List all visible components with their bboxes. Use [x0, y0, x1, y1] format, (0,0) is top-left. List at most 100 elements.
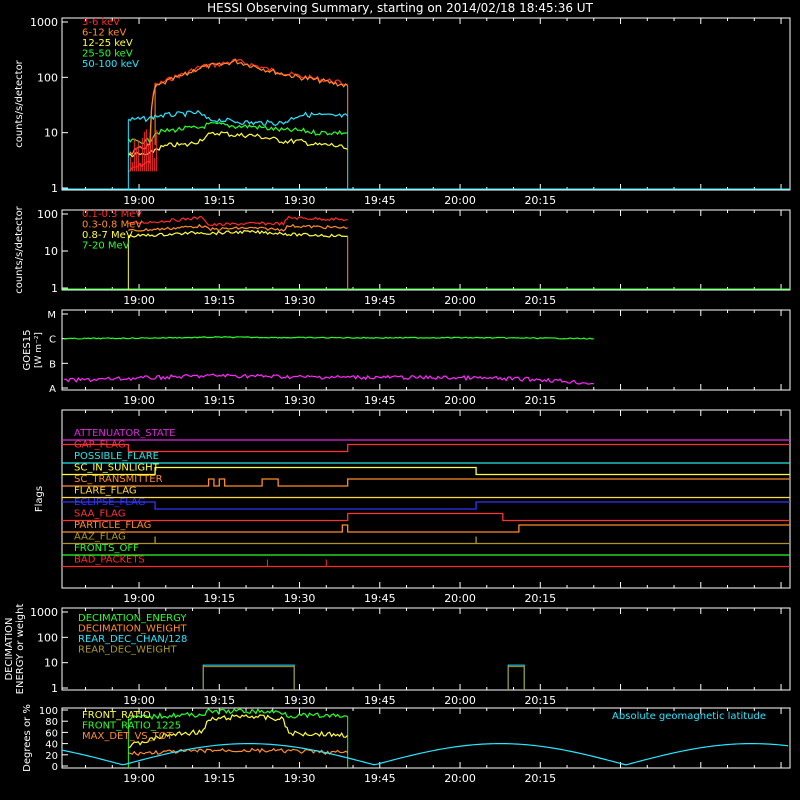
panel-frame	[61, 309, 791, 391]
x-tick-label: 19:30	[284, 592, 316, 605]
x-tick-label: 20:00	[444, 592, 476, 605]
x-tick-label: 19:15	[203, 294, 235, 307]
latitude-line	[61, 743, 789, 766]
series-line	[128, 708, 348, 721]
legend-entry: FRONT_RATIO	[82, 710, 151, 721]
chart-title: HESSI Observing Summary, starting on 201…	[207, 1, 593, 15]
legend-entry: REAR_DEC_CHAN/128	[78, 634, 187, 645]
flag-label: SC_TRANSMITTER	[74, 474, 163, 485]
series-line	[127, 121, 348, 145]
legend-entry: 12-25 keV	[82, 38, 133, 49]
y-tick-label: 100	[37, 631, 58, 644]
flag-label: PARTICLE_FLAG	[74, 520, 151, 531]
x-tick-label: 20:00	[444, 772, 476, 785]
x-tick-label: 19:45	[364, 194, 396, 207]
y-tick-label: 100	[37, 208, 58, 221]
y-tick-label: 40	[45, 740, 58, 751]
y-tick-label: 1	[51, 682, 58, 695]
flag-trace	[62, 536, 790, 545]
legend-entry: 3-6 keV	[82, 17, 120, 28]
panel-frame	[61, 209, 791, 291]
x-tick-label: 19:15	[203, 694, 235, 707]
x-tick-label: 19:00	[123, 394, 155, 407]
y-tick-label: 10	[44, 245, 58, 258]
series-line	[127, 229, 348, 238]
series-line	[127, 58, 349, 157]
x-tick-label: 19:00	[123, 294, 155, 307]
y-tick-label: 0	[52, 762, 58, 773]
x-tick-label: 19:30	[284, 294, 316, 307]
legend-entry: 0.8-7 MeV	[82, 230, 133, 241]
flag-trace	[62, 478, 790, 487]
x-tick-label: 19:30	[284, 772, 316, 785]
y-tick-label: 1	[51, 182, 58, 195]
y-axis-label: counts/s/detector	[14, 59, 25, 147]
series-line	[128, 215, 348, 227]
y-tick-label: 80	[45, 717, 58, 728]
x-tick-label: 19:00	[123, 694, 155, 707]
x-tick-label: 20:15	[524, 294, 556, 307]
x-tick-label: 20:00	[444, 294, 476, 307]
panel-frame	[61, 17, 791, 191]
x-tick-label: 19:45	[364, 592, 396, 605]
y-tick-label: 100	[39, 706, 58, 717]
legend-entry: 0.1-0.3 MeV	[82, 209, 142, 220]
y-tick-label: 100	[37, 71, 58, 84]
panel-frame	[61, 707, 791, 769]
y-axis-label: Flags	[34, 486, 45, 512]
legend-entry: DECIMATION_WEIGHT	[78, 624, 187, 635]
y-tick-label: 20	[45, 751, 58, 762]
x-tick-label: 19:30	[284, 394, 316, 407]
y-tick-label: 1000	[30, 606, 58, 619]
series-line	[64, 373, 594, 385]
x-tick-label: 20:15	[524, 194, 556, 207]
series-line	[128, 223, 348, 232]
y-tick-label: 60	[45, 728, 58, 739]
series-line	[128, 131, 348, 158]
y-tick-label: C	[49, 335, 56, 346]
y-tick-label: A	[49, 384, 56, 395]
flag-trace	[62, 466, 790, 476]
x-tick-label: 19:45	[364, 394, 396, 407]
x-tick-label: 19:45	[364, 772, 396, 785]
legend-entry: DECIMATION_ENERGY	[78, 613, 187, 624]
latitude-annotation: Absolute geomagnetic latitude	[612, 711, 766, 722]
panel-frame	[61, 409, 791, 589]
decimation-trace	[202, 666, 295, 690]
decimation-trace	[507, 664, 525, 690]
legend-entry: REAR_DEC_WEIGHT	[78, 645, 177, 656]
y-tick-label: B	[49, 359, 56, 370]
x-tick-label: 20:00	[444, 394, 476, 407]
decimation-trace	[202, 664, 295, 690]
y-tick-label: 10	[44, 657, 58, 670]
flag-label: ATTENUATOR_STATE	[74, 428, 175, 439]
flag-trace	[62, 524, 790, 533]
chart-layer: 19:00 19:15 19:30 19:45 20:00 20:15 19:00 19:15…	[4, 16, 791, 785]
flag-label: AAZ_FLAG	[74, 532, 126, 543]
x-tick-label: 19:15	[203, 772, 235, 785]
y-axis-label: ENERGY or weight	[15, 604, 26, 695]
flag-label: FLARE_FLAG	[74, 486, 137, 497]
x-tick-label: 20:15	[524, 694, 556, 707]
series-line	[128, 713, 349, 749]
series-line	[128, 747, 349, 756]
y-tick-label: 1	[51, 282, 58, 295]
y-axis-label: Degrees or %	[22, 704, 33, 772]
panel-frame	[61, 607, 791, 691]
flag-trace	[62, 443, 790, 453]
x-tick-label: 19:45	[364, 294, 396, 307]
flag-trace	[62, 512, 790, 522]
x-tick-label: 19:15	[203, 194, 235, 207]
x-tick-label: 19:00	[123, 194, 155, 207]
flag-label: FRONTS_OFF	[74, 543, 139, 554]
legend-entry: 50-100 keV	[82, 59, 139, 70]
legend-entry: 0.3-0.8 MeV	[82, 220, 142, 231]
x-tick-label: 20:15	[524, 394, 556, 407]
x-tick-label: 19:30	[284, 194, 316, 207]
series-line	[128, 109, 349, 127]
series-line	[64, 336, 594, 340]
y-tick-label: 10	[44, 127, 58, 140]
flag-trace	[62, 501, 790, 510]
x-tick-label: 19:15	[203, 592, 235, 605]
